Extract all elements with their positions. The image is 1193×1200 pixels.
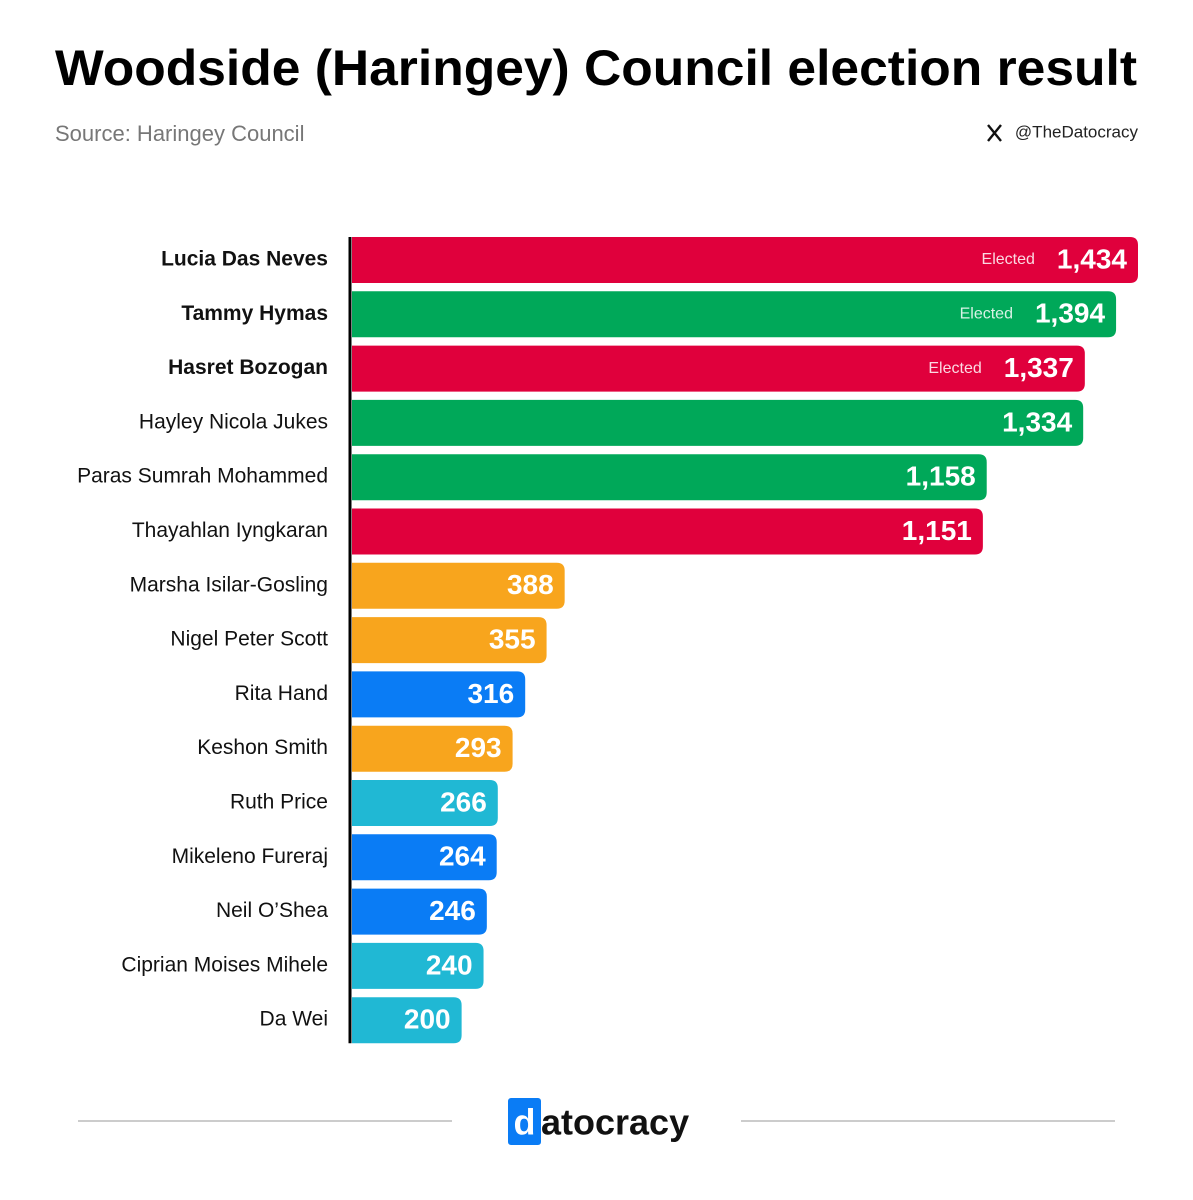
value-label: 355 bbox=[489, 623, 536, 654]
bar bbox=[352, 345, 1085, 392]
chart-title: Woodside (Haringey) Council election res… bbox=[55, 40, 1137, 96]
category-label: Da Wei bbox=[260, 1008, 328, 1031]
bar bbox=[352, 942, 484, 989]
handle: @TheDatocracy bbox=[1015, 122, 1139, 141]
value-label: 316 bbox=[467, 678, 514, 709]
logo-mark: d bbox=[514, 1102, 536, 1143]
category-label: Neil O’Shea bbox=[216, 899, 328, 922]
category-label: Mikeleno Fureraj bbox=[172, 845, 328, 868]
bar bbox=[352, 780, 498, 826]
bar bbox=[352, 834, 497, 881]
category-label: Thayahlan Iyngkaran bbox=[132, 519, 328, 542]
elected-label: Elected bbox=[928, 360, 981, 377]
category-label: Hasret Bozogan bbox=[168, 356, 328, 379]
bar bbox=[352, 454, 987, 501]
value-label: 266 bbox=[440, 786, 487, 817]
category-label: Rita Hand bbox=[235, 682, 328, 705]
bar bbox=[352, 725, 513, 772]
category-label: Ruth Price bbox=[230, 791, 328, 814]
bar bbox=[352, 237, 1138, 283]
bar bbox=[352, 617, 547, 664]
category-label: Paras Sumrah Mohammed bbox=[77, 465, 328, 488]
bar bbox=[352, 671, 526, 718]
value-label: 1,394 bbox=[1035, 298, 1105, 329]
logo-box bbox=[508, 1098, 541, 1145]
value-label: 1,434 bbox=[1057, 243, 1127, 274]
bar bbox=[352, 888, 487, 935]
value-label: 200 bbox=[404, 1004, 451, 1035]
category-label: Hayley Nicola Jukes bbox=[139, 410, 328, 433]
category-label: Nigel Peter Scott bbox=[170, 628, 328, 651]
elected-label: Elected bbox=[982, 251, 1035, 268]
x-icon bbox=[987, 124, 1002, 142]
elected-label: Elected bbox=[960, 306, 1013, 323]
value-label: 293 bbox=[455, 732, 502, 763]
value-label: 240 bbox=[426, 949, 473, 980]
category-label: Lucia Das Neves bbox=[161, 248, 328, 271]
bar bbox=[352, 997, 462, 1044]
subtitle: Source: Haringey Council bbox=[55, 121, 304, 146]
value-label: 264 bbox=[439, 841, 486, 872]
value-label: 388 bbox=[507, 569, 554, 600]
bar bbox=[352, 508, 983, 555]
category-label: Keshon Smith bbox=[197, 736, 328, 759]
bar bbox=[352, 399, 1084, 446]
logo-text: atocracy bbox=[541, 1102, 689, 1143]
value-label: 1,158 bbox=[906, 461, 976, 492]
category-label: Tammy Hymas bbox=[181, 302, 328, 325]
value-label: 1,334 bbox=[1002, 406, 1072, 437]
bar bbox=[352, 562, 565, 609]
bar bbox=[352, 291, 1117, 338]
value-label: 1,151 bbox=[902, 515, 972, 546]
category-label: Ciprian Moises Mihele bbox=[121, 953, 328, 976]
category-label: Marsha Isilar-Gosling bbox=[130, 573, 328, 596]
value-label: 246 bbox=[429, 895, 476, 926]
value-label: 1,337 bbox=[1004, 352, 1074, 383]
